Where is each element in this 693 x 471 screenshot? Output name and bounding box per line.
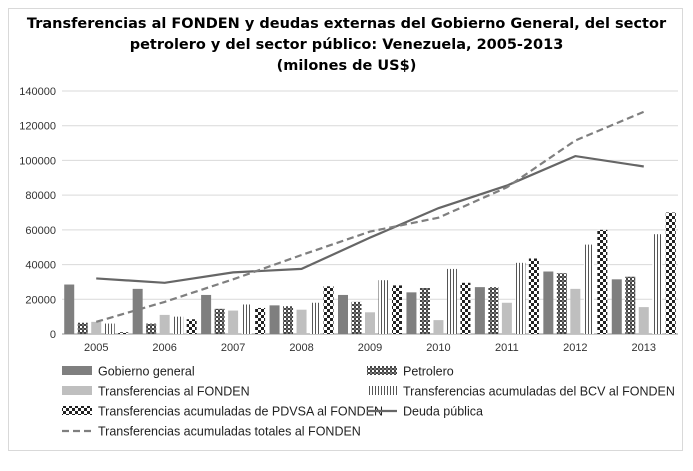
legend-swatch: [367, 366, 397, 375]
bar: [214, 308, 225, 334]
chart-title-line-2: petrolero y del sector público: Venezuel…: [129, 37, 564, 53]
bar: [543, 271, 554, 334]
legend-label: Gobierno general: [98, 365, 195, 379]
legend-label: Transferencias acumuladas del BCV al FON…: [403, 385, 675, 399]
bar: [91, 321, 102, 334]
legend-swatch: [62, 386, 92, 395]
bar: [132, 288, 143, 334]
bar: [201, 294, 212, 334]
chart-title: Transferencias al FONDEN y deudas extern…: [0, 14, 693, 77]
bar: [665, 212, 676, 334]
bar: [296, 309, 307, 334]
x-tick-label: 2013: [632, 342, 656, 354]
y-tick-label: 40000: [25, 260, 56, 272]
legend-swatch: [62, 366, 92, 375]
bar: [378, 280, 389, 334]
x-tick-label: 2007: [221, 342, 245, 354]
x-tick-label: 2005: [84, 342, 108, 354]
x-tick-label: 2009: [358, 342, 382, 354]
y-tick-label: 0: [50, 329, 56, 341]
legend-label: Transferencias acumuladas de PDVSA al FO…: [98, 405, 383, 419]
bar: [173, 316, 184, 334]
legend-swatch: [62, 406, 92, 415]
bar: [351, 301, 362, 334]
legend-label: Petrolero: [403, 365, 454, 379]
legend-label: Transferencias acumuladas totales al FON…: [98, 425, 361, 439]
bar: [556, 273, 567, 334]
bar: [638, 307, 649, 334]
bar: [64, 284, 75, 334]
bar: [241, 304, 252, 334]
bar: [104, 323, 115, 334]
legend-label: Transferencias al FONDEN: [98, 385, 250, 399]
bar: [323, 286, 334, 334]
x-tick-label: 2011: [495, 342, 519, 354]
legend-swatch: [367, 386, 397, 395]
bar: [310, 302, 321, 334]
bar: [446, 268, 457, 334]
bar: [570, 288, 581, 334]
bar: [528, 258, 539, 334]
bar: [365, 312, 375, 334]
bar: [406, 292, 417, 334]
bar: [597, 229, 608, 334]
bar: [392, 285, 402, 334]
bar: [159, 314, 170, 334]
bar: [501, 302, 512, 334]
bar: [283, 306, 294, 334]
chart-title-line-1: Transferencias al FONDEN y deudas extern…: [26, 16, 667, 32]
bar: [77, 322, 88, 334]
bar: [338, 294, 348, 334]
x-tick-label: 2008: [289, 342, 313, 354]
x-tick-label: 2006: [152, 342, 176, 354]
bar: [433, 320, 444, 334]
bar: [583, 244, 594, 334]
bar: [186, 319, 197, 334]
x-tick-label: 2012: [563, 342, 587, 354]
bar: [460, 282, 471, 334]
bar: [652, 234, 663, 334]
bar: [118, 332, 129, 334]
y-tick-label: 120000: [19, 121, 56, 133]
bar: [515, 262, 526, 334]
chart-title-line-3: (milones de US$): [276, 58, 417, 74]
y-tick-label: 80000: [25, 190, 56, 202]
bar: [474, 287, 485, 334]
bar: [488, 287, 499, 334]
bar: [419, 288, 430, 334]
bar: [611, 279, 622, 334]
bar: [269, 305, 280, 334]
x-tick-label: 2010: [426, 342, 450, 354]
y-tick-label: 60000: [25, 225, 56, 237]
y-tick-label: 100000: [19, 155, 56, 167]
y-tick-label: 140000: [19, 86, 56, 98]
series-line: [96, 154, 644, 284]
bar: [625, 276, 636, 334]
y-tick-label: 20000: [25, 294, 56, 306]
legend-label: Deuda pública: [403, 405, 483, 419]
series-line: [95, 110, 645, 323]
bar: [228, 310, 239, 334]
bar: [255, 307, 266, 334]
bar: [146, 323, 157, 334]
